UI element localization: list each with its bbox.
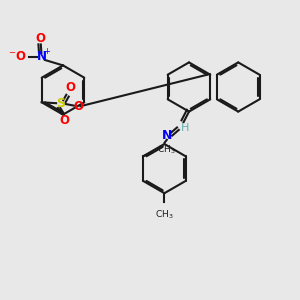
Text: +: + [44,47,50,56]
Text: H: H [181,122,190,133]
Text: $^{-}$O: $^{-}$O [8,50,27,64]
Text: O: O [59,114,69,128]
Text: S: S [56,97,65,110]
Text: N: N [36,50,46,64]
Text: CH$_3$: CH$_3$ [155,208,174,221]
Text: O: O [36,32,46,45]
Text: CH$_3$: CH$_3$ [157,143,175,156]
Text: O: O [65,81,75,94]
Text: O: O [73,100,83,113]
Text: N: N [162,129,172,142]
